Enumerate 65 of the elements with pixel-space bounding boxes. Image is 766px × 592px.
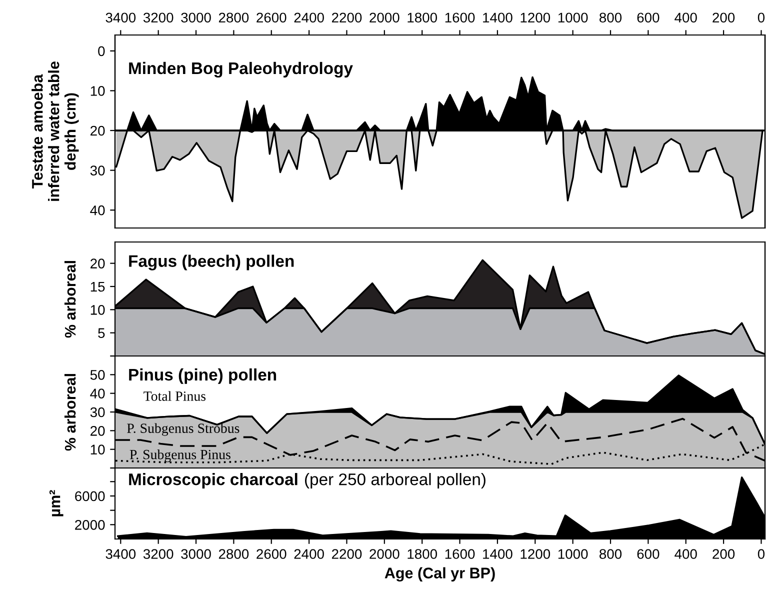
- x2-tick-label: 400: [674, 12, 697, 23]
- y-tick-label: 2000: [75, 520, 105, 530]
- x2-tick-label: 2400: [294, 12, 324, 23]
- text: Pinus (pine) pollen: [129, 368, 276, 384]
- series-label: P. Subgenus Strobus: [127, 423, 240, 436]
- y-tick-label: 10: [90, 444, 105, 455]
- x-tick-label: 1200: [520, 549, 550, 559]
- y-tick-label: 15: [90, 282, 105, 292]
- y-tick-label: 50: [90, 370, 105, 380]
- y-tick-label: 0: [98, 46, 105, 56]
- y-tick-label: 30: [90, 407, 105, 418]
- series-label: Total Pinus: [144, 391, 206, 401]
- x-tick-label: 3400: [106, 549, 136, 559]
- x2-tick-label: 1200: [520, 12, 550, 23]
- y-axis-title: Testate amoeba inferred water table depth (cm): [32, 62, 79, 201]
- x-tick-label: 2600: [256, 549, 286, 559]
- x-tick-label: 600: [637, 549, 660, 559]
- x-axis-title: Age (Cal yr BP): [384, 567, 495, 582]
- y-axis-title: % arboreal: [64, 261, 76, 338]
- x2-tick-label: 600: [637, 12, 660, 23]
- y-tick-label: 20: [90, 126, 105, 136]
- x-tick-label: 2000: [370, 549, 400, 559]
- x2-tick-label: 1000: [558, 12, 588, 23]
- y-tick-label: 10: [90, 86, 105, 96]
- y-tick-label: 30: [90, 166, 105, 176]
- x2-tick-label: 1600: [445, 12, 475, 23]
- x-tick-label: 1800: [408, 549, 438, 559]
- x-tick-label: 2800: [218, 549, 249, 559]
- x2-tick-label: 800: [600, 12, 622, 23]
- chart-title: Microscopic charcoal: [129, 473, 298, 489]
- x2-tick-label: 0: [758, 12, 765, 23]
- x2-tick-label: 2000: [370, 12, 400, 23]
- y-tick-label: 5: [98, 328, 105, 338]
- x2-tick-label: 2800: [218, 12, 249, 23]
- chart-subtitle: (per 250 arboreal pollen): [305, 473, 486, 489]
- text: Minden Bog Paleohydrology: [129, 62, 353, 78]
- x2-tick-label: 2600: [256, 12, 286, 23]
- x-tick-label: 400: [674, 549, 697, 559]
- x-tick-label: 1600: [445, 549, 475, 559]
- x-tick-label: 2200: [332, 549, 362, 559]
- x-tick-label: 1000: [558, 549, 588, 559]
- y-tick-label: 20: [90, 426, 105, 436]
- x2-tick-label: 3400: [106, 12, 136, 23]
- x2-tick-label: 1400: [483, 12, 512, 23]
- x2-tick-label: 200: [712, 12, 735, 23]
- y-tick-label: 10: [90, 304, 105, 315]
- x2-tick-label: 3000: [181, 12, 211, 23]
- x-tick-label: 800: [600, 549, 622, 559]
- y-tick-label: 20: [90, 258, 105, 268]
- x-tick-label: 2400: [294, 549, 324, 559]
- y-tick-label: 40: [90, 205, 105, 216]
- y-axis-title: % arboreal: [64, 374, 76, 451]
- series-label: P. Subgenus Pinus: [130, 449, 230, 462]
- x2-tick-label: 2200: [332, 12, 362, 23]
- y-tick-label: 6000: [75, 491, 105, 502]
- x-tick-label: 1400: [483, 549, 512, 559]
- x2-tick-label: 3200: [143, 12, 174, 23]
- x-tick-label: 3000: [181, 549, 211, 559]
- x2-tick-label: 1800: [408, 12, 438, 23]
- y-axis-title: µm²: [49, 490, 64, 516]
- x-tick-label: 0: [758, 549, 765, 559]
- y-tick-label: 40: [90, 388, 105, 399]
- x-tick-label: 200: [712, 549, 735, 559]
- text: Fagus (beech) pollen: [129, 254, 294, 270]
- x-tick-label: 3200: [143, 549, 174, 559]
